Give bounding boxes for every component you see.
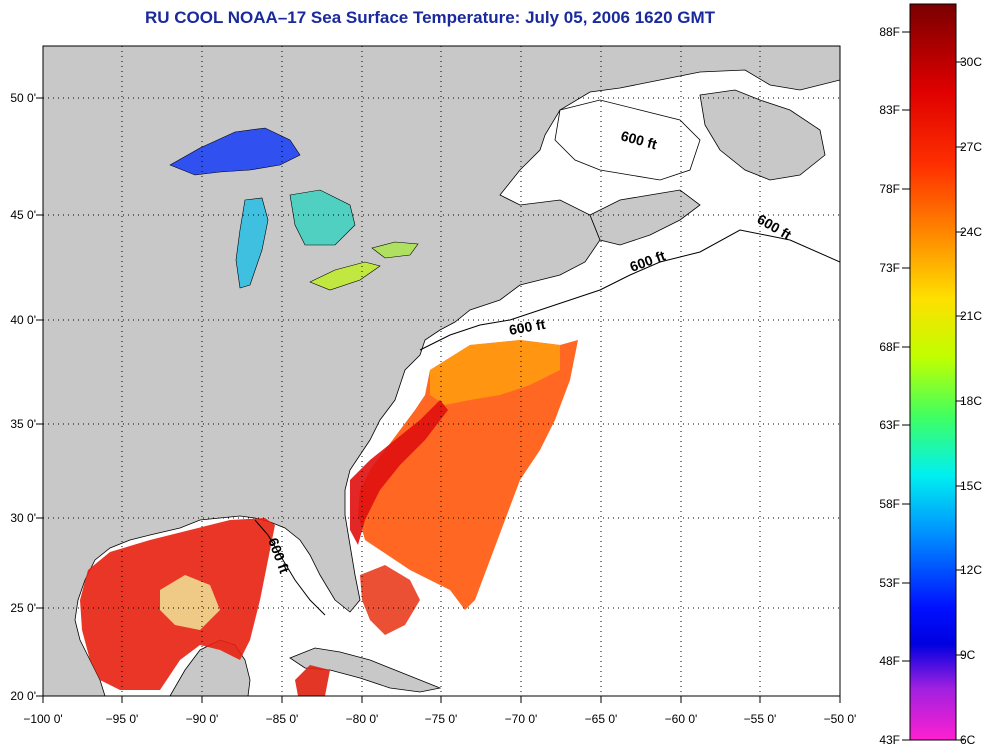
water-gulf-st-lawrence — [554, 99, 701, 181]
cb-c-label: 27C — [960, 140, 983, 154]
cb-f-label: 43F — [879, 733, 900, 747]
contour-label-4: 600 ft — [508, 316, 547, 338]
lon-label-70: −70 0' — [504, 712, 538, 726]
cb-f-label: 63F — [879, 418, 900, 432]
contour-600ft-gulf — [254, 519, 326, 616]
lon-label-55: −55 0' — [743, 712, 777, 726]
lat-label-30: 30 0' — [10, 511, 36, 525]
map-title: RU COOL NOAA–17 Sea Surface Temperature:… — [144, 8, 716, 27]
cb-c-label: 24C — [960, 225, 983, 239]
cb-c-label: 21C — [960, 309, 983, 323]
lat-label-50: 50 0' — [10, 91, 36, 105]
lon-label-95: −95 0' — [105, 712, 139, 726]
lon-label-100: −100 0' — [23, 712, 63, 726]
lake-erie — [309, 261, 381, 291]
cb-c-label: 6C — [960, 733, 976, 747]
lon-label-65: −65 0' — [584, 712, 618, 726]
lon-label-90: −90 0' — [185, 712, 219, 726]
land-north-america — [43, 46, 840, 696]
lon-label-60: −60 0' — [664, 712, 698, 726]
lake-huron — [289, 189, 356, 246]
lat-label-45: 45 0' — [10, 208, 36, 222]
lat-label-40: 40 0' — [10, 313, 36, 327]
grid-lines — [43, 46, 840, 696]
cb-c-label: 15C — [960, 479, 983, 493]
lake-ontario — [371, 241, 419, 259]
cb-c-label: 9C — [960, 648, 976, 662]
cb-c-label: 18C — [960, 394, 983, 408]
cb-f-label: 83F — [879, 103, 900, 117]
cb-f-label: 53F — [879, 576, 900, 590]
lon-label-80: −80 0' — [345, 712, 379, 726]
cb-f-label: 68F — [879, 340, 900, 354]
cb-f-label: 73F — [879, 261, 900, 275]
cb-f-label: 58F — [879, 497, 900, 511]
land-nova-scotia — [589, 189, 701, 246]
cb-c-label: 30C — [960, 55, 983, 69]
lon-label-75: −75 0' — [424, 712, 458, 726]
land-newfoundland — [699, 89, 826, 181]
lat-label-35: 35 0' — [10, 417, 36, 431]
lat-label-20: 20 0' — [10, 689, 36, 703]
lat-label-25: 25 0' — [10, 601, 36, 615]
colorbar-ticks — [902, 31, 964, 741]
lake-michigan — [235, 197, 269, 289]
cb-c-label: 12C — [960, 563, 983, 577]
lake-superior — [169, 127, 301, 176]
cb-f-label: 48F — [879, 654, 900, 668]
axis-ticks — [36, 97, 841, 703]
sst-gulf-cool-patch — [160, 575, 220, 630]
lon-label-50: −50 0' — [823, 712, 857, 726]
sst-atlantic-orange — [430, 340, 560, 405]
colorbar — [909, 3, 957, 741]
cb-f-label: 88F — [879, 25, 900, 39]
cb-f-label: 78F — [879, 182, 900, 196]
lon-label-85: −85 0' — [265, 712, 299, 726]
sst-bahamas — [360, 565, 420, 635]
sst-gulfstream — [350, 400, 448, 545]
contour-600ft — [419, 229, 840, 351]
sst-atlantic-warm — [358, 340, 578, 610]
sst-caribbean — [295, 665, 330, 696]
